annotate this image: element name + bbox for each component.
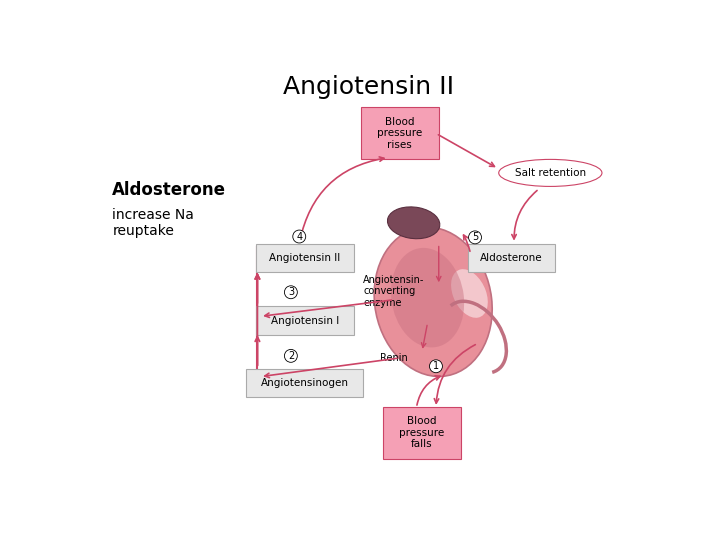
- Text: Blood
pressure
rises: Blood pressure rises: [377, 117, 423, 150]
- Text: Angiotensin-
converting
enzyme: Angiotensin- converting enzyme: [364, 275, 425, 308]
- Text: 1: 1: [433, 361, 439, 372]
- Text: Angiotensin I: Angiotensin I: [271, 315, 339, 326]
- FancyBboxPatch shape: [468, 244, 554, 272]
- Ellipse shape: [391, 248, 464, 347]
- FancyBboxPatch shape: [256, 244, 354, 272]
- FancyBboxPatch shape: [256, 306, 354, 335]
- Text: Angiotensin II: Angiotensin II: [269, 253, 341, 263]
- Text: 4: 4: [296, 232, 302, 241]
- Text: Renin: Renin: [380, 353, 408, 363]
- Ellipse shape: [499, 159, 602, 186]
- Text: 3: 3: [288, 287, 294, 297]
- Text: Salt retention: Salt retention: [515, 168, 586, 178]
- Text: 5: 5: [472, 232, 478, 242]
- FancyBboxPatch shape: [383, 407, 461, 459]
- Text: 2: 2: [288, 351, 294, 361]
- Ellipse shape: [374, 227, 492, 376]
- FancyBboxPatch shape: [361, 107, 438, 159]
- Text: Aldosterone: Aldosterone: [480, 253, 543, 263]
- Text: Aldosterone: Aldosterone: [112, 181, 226, 199]
- FancyBboxPatch shape: [246, 369, 364, 397]
- Ellipse shape: [451, 269, 487, 318]
- Text: Blood
pressure
falls: Blood pressure falls: [400, 416, 445, 449]
- Ellipse shape: [387, 207, 440, 239]
- Text: Angiotensinogen: Angiotensinogen: [261, 378, 348, 388]
- Text: increase Na
reuptake: increase Na reuptake: [112, 208, 194, 239]
- Text: Angiotensin II: Angiotensin II: [284, 75, 454, 99]
